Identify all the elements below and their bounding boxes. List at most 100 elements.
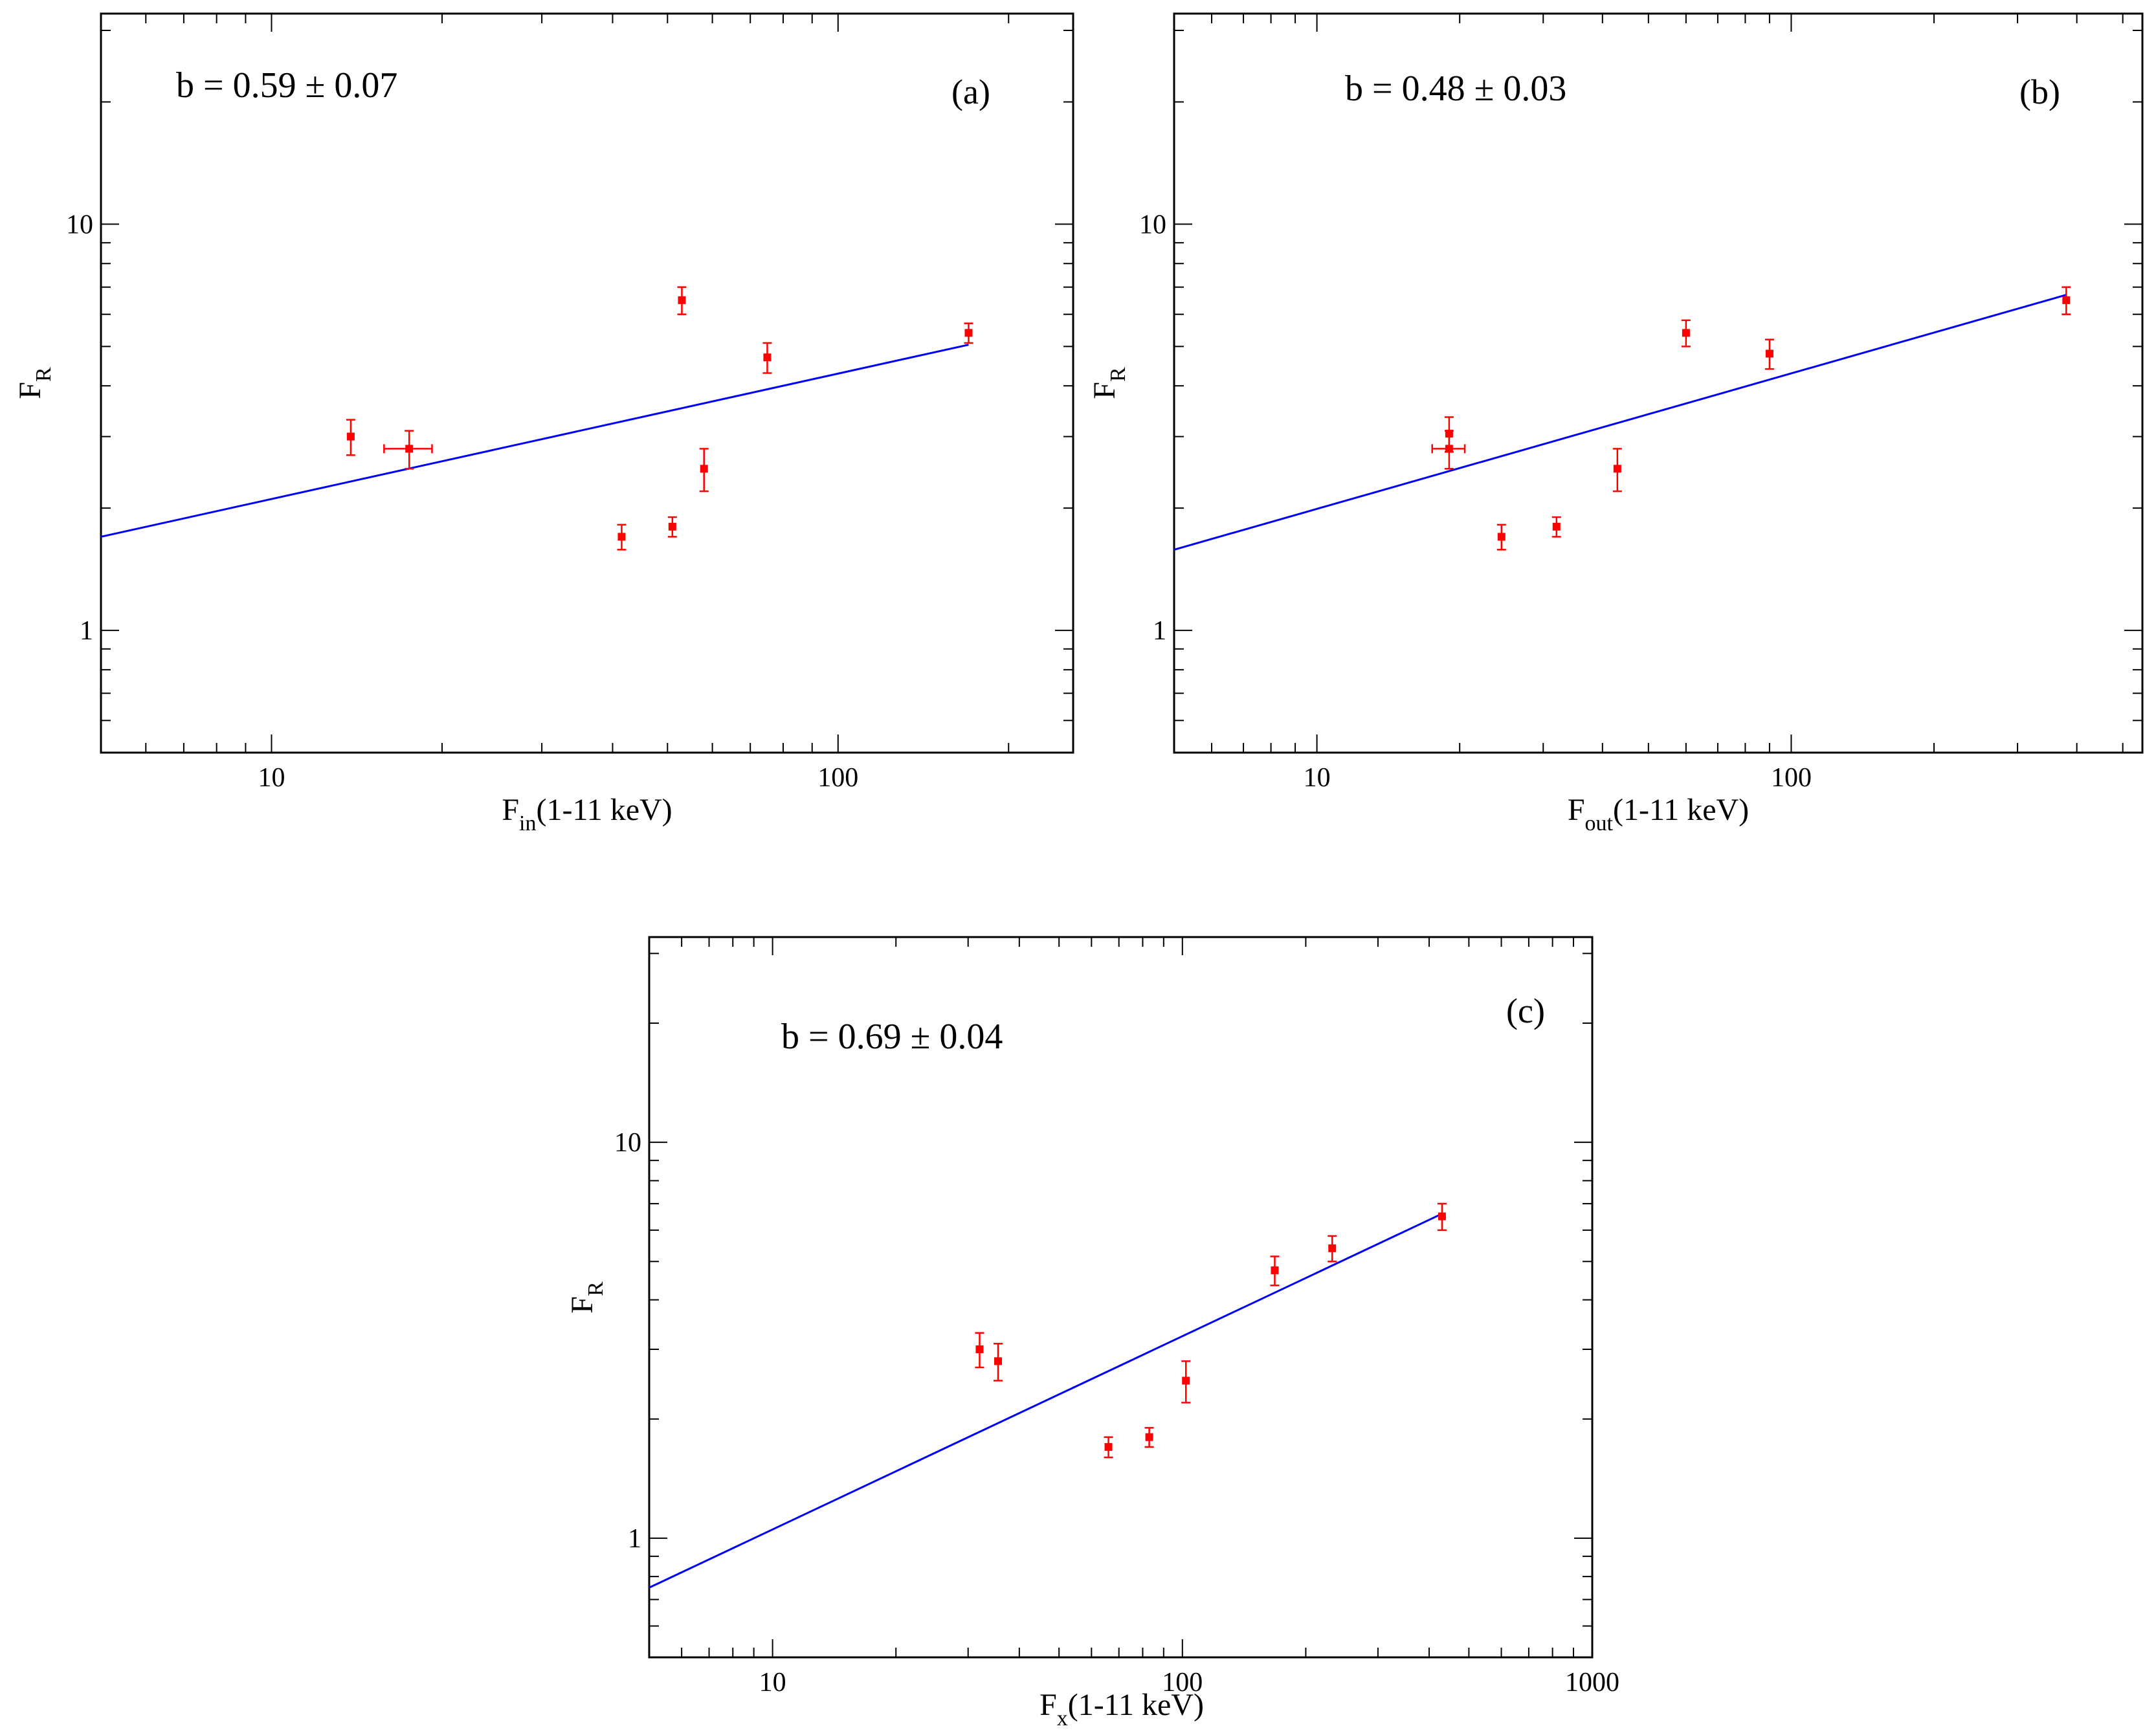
point-marker (700, 465, 708, 473)
data-point (2062, 286, 2071, 315)
panel-label: (b) (2019, 72, 2060, 111)
x-axis-label-rest: (1-11 keV) (537, 793, 672, 827)
data-point (1612, 448, 1622, 492)
point-marker (763, 353, 772, 362)
data-point (346, 419, 355, 456)
point-marker (1438, 1212, 1446, 1221)
tick-labels: 10 100 1 10 (1139, 210, 1812, 793)
y-axis-label: FR (13, 367, 56, 399)
y-tick-label: 1 (628, 1524, 641, 1554)
tick-labels: 10 100 1000 1 10 (614, 1128, 1619, 1697)
fit-line (100, 344, 969, 538)
y-axis-label: FR (1087, 367, 1130, 399)
panel-c: 10 100 1000 1 10 b = 0.69 ± 0.04 (c) Fx(1-11… (565, 936, 1619, 1730)
x-axis-label: Fout(1-11 keV) (1568, 793, 1749, 835)
x-axis-label-main: F (1039, 1688, 1057, 1722)
point-marker (1613, 465, 1621, 473)
x-axis-label: Fx(1-11 keV) (1039, 1688, 1204, 1730)
point-marker (1552, 522, 1561, 531)
y-axis-label-main: F (13, 382, 47, 399)
x-axis-label: Fin(1-11 keV) (502, 793, 672, 835)
data-point (1431, 430, 1466, 470)
point-marker (964, 329, 973, 337)
x-axis-label-sub: x (1057, 1707, 1068, 1730)
data-point (1144, 1427, 1154, 1448)
fit-line (649, 1213, 1443, 1589)
y-axis-label-sub: R (584, 1281, 608, 1296)
plot-frame (1173, 12, 2144, 754)
point-marker (617, 533, 626, 541)
data-point (1437, 1202, 1447, 1232)
point-marker (668, 522, 676, 531)
data-point (1181, 1360, 1191, 1404)
plot-frame (100, 12, 1074, 754)
x-tick-label: 10 (258, 763, 285, 793)
data-point (1104, 1436, 1113, 1459)
tick-labels: 10 100 1 10 (66, 210, 858, 793)
x-axis-label-main: F (1568, 793, 1585, 827)
y-tick-label: 1 (80, 616, 93, 646)
y-axis-label-sub: R (1106, 367, 1130, 382)
x-tick-label: 1000 (1565, 1668, 1619, 1697)
y-axis-label-sub: R (32, 367, 56, 382)
point-marker (1145, 1433, 1153, 1441)
data-point (617, 524, 627, 551)
tick-marks (649, 937, 1593, 1658)
point-marker (1328, 1244, 1337, 1252)
data-point (383, 430, 433, 470)
x-tick-label: 10 (759, 1668, 786, 1697)
y-tick-label: 1 (1153, 616, 1166, 646)
y-tick-label: 10 (614, 1128, 641, 1158)
point-marker (346, 432, 355, 441)
x-tick-label: 10 (1304, 763, 1331, 793)
tick-marks (1173, 14, 2142, 753)
x-axis-label-sub: in (519, 812, 536, 835)
point-marker (994, 1357, 1003, 1365)
y-tick-label: 10 (1139, 210, 1166, 239)
y-axis-label-main: F (565, 1296, 599, 1314)
point-marker (1765, 349, 1773, 358)
x-tick-label: 100 (1771, 763, 1812, 793)
x-axis-label-main: F (502, 793, 519, 827)
data-point (1496, 524, 1506, 551)
x-tick-label: 100 (1162, 1668, 1203, 1697)
data-point (1270, 1255, 1280, 1287)
point-marker (1271, 1266, 1279, 1274)
fit-annotation: b = 0.59 ± 0.07 (176, 65, 397, 105)
data-points (975, 1202, 1447, 1459)
data-point (975, 1332, 984, 1369)
data-points (346, 286, 973, 551)
point-marker (2062, 296, 2071, 304)
data-point (1328, 1235, 1337, 1263)
point-marker (1497, 533, 1506, 541)
point-marker (1182, 1376, 1190, 1385)
x-tick-label: 100 (817, 763, 858, 793)
panel-label: (a) (951, 72, 990, 111)
x-axis-label-rest: (1-11 keV) (1068, 1688, 1204, 1722)
panel-b: 10 100 1 10 b = 0.48 ± 0.03 (b) Fout(1-11 k… (1087, 12, 2144, 835)
fit-line (1173, 294, 2067, 551)
point-marker (1682, 329, 1690, 337)
point-marker (1445, 445, 1453, 453)
data-point (699, 448, 709, 492)
data-point (994, 1343, 1003, 1382)
data-point (1764, 338, 1774, 370)
panel-label: (c) (1506, 991, 1545, 1030)
data-point (1551, 516, 1561, 538)
panel-a: 10 100 1 10 b = 0.59 ± 0.07 (a) Fin(1-11 ke… (13, 12, 1074, 835)
data-point (677, 286, 687, 315)
point-marker (975, 1345, 984, 1354)
data-points (1431, 286, 2071, 551)
point-marker (1104, 1442, 1113, 1451)
y-tick-label: 10 (66, 210, 93, 239)
y-axis-label: FR (565, 1281, 608, 1314)
data-point (762, 342, 772, 374)
data-point (667, 516, 677, 538)
fit-annotation: b = 0.48 ± 0.03 (1345, 69, 1566, 109)
point-marker (405, 445, 414, 453)
data-point (1681, 319, 1691, 348)
x-axis-label-rest: (1-11 keV) (1613, 793, 1749, 827)
x-axis-label-sub: out (1585, 812, 1614, 835)
tick-marks (100, 14, 1073, 753)
